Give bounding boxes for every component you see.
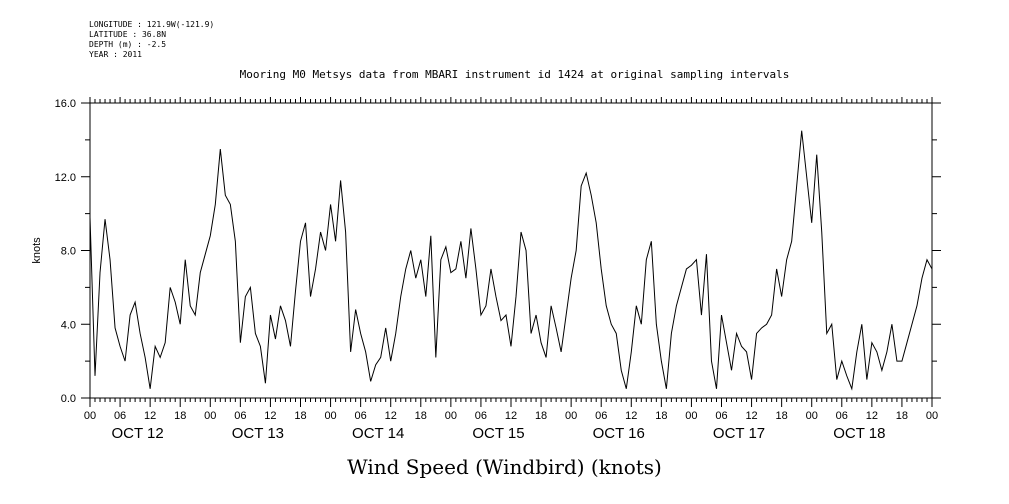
metadata-block: LONGITUDE : 121.9W(-121.9) LATITUDE : 36… xyxy=(89,20,214,60)
metadata-longitude: LONGITUDE : 121.9W(-121.9) xyxy=(89,20,215,29)
y-tick-label: 16.0 xyxy=(55,98,76,110)
x-tick-label: 06 xyxy=(715,410,727,422)
x-tick-label: 06 xyxy=(595,410,607,422)
y-tick-label: 4.0 xyxy=(61,319,76,331)
x-tick-label: 12 xyxy=(264,410,276,422)
x-tick-label: 12 xyxy=(505,410,517,422)
x-tick-label: 12 xyxy=(144,410,156,422)
x-tick-label: 00 xyxy=(445,410,457,422)
metadata-latitude: LATITUDE : 36.8N xyxy=(89,30,167,39)
x-tick-label: 00 xyxy=(324,410,336,422)
x-tick-label: 12 xyxy=(745,410,757,422)
x-tick-label: 18 xyxy=(294,410,306,422)
x-tick-label: 06 xyxy=(234,410,246,422)
x-tick-label: 06 xyxy=(355,410,367,422)
series-line xyxy=(89,130,933,391)
metadata-depth: DEPTH (m) : -2.5 xyxy=(89,40,167,49)
y-tick-label: 8.0 xyxy=(61,246,76,258)
day-label: OCT 18 xyxy=(833,425,885,442)
x-tick-label: 18 xyxy=(776,410,788,422)
x-axis-label: Wind Speed (Windbird) (knots) xyxy=(347,455,662,479)
x-tick-label: 18 xyxy=(655,410,667,422)
day-label: OCT 17 xyxy=(713,425,765,442)
y-tick-label: 0.0 xyxy=(61,393,76,405)
x-tick-label: 00 xyxy=(806,410,818,422)
x-tick-label: 06 xyxy=(114,410,126,422)
x-tick-label: 12 xyxy=(385,410,397,422)
plot-frame xyxy=(89,102,933,399)
day-label: OCT 15 xyxy=(472,425,524,442)
x-tick-label: 18 xyxy=(896,410,908,422)
x-tick-label: 06 xyxy=(836,410,848,422)
day-label: OCT 13 xyxy=(232,425,284,442)
day-label: OCT 12 xyxy=(111,425,163,442)
x-tick-label: 06 xyxy=(475,410,487,422)
x-tick-label: 00 xyxy=(685,410,697,422)
x-tick-label: 12 xyxy=(866,410,878,422)
x-tick-label: 18 xyxy=(174,410,186,422)
metadata-year: YEAR : 2011 xyxy=(89,50,142,59)
x-tick-label: 00 xyxy=(204,410,216,422)
y-tick-label: 12.0 xyxy=(55,172,76,184)
x-tick-label: 00 xyxy=(565,410,577,422)
x-tick-label: 12 xyxy=(625,410,637,422)
day-label: OCT 16 xyxy=(593,425,645,442)
day-label: OCT 14 xyxy=(352,425,404,442)
chart-title: Mooring M0 Metsys data from MBARI instru… xyxy=(239,68,790,81)
x-tick-label: 00 xyxy=(84,410,96,422)
x-tick-label: 00 xyxy=(926,410,938,422)
y-axis-label: knots xyxy=(31,237,43,264)
x-tick-label: 18 xyxy=(415,410,427,422)
x-tick-label: 18 xyxy=(535,410,547,422)
